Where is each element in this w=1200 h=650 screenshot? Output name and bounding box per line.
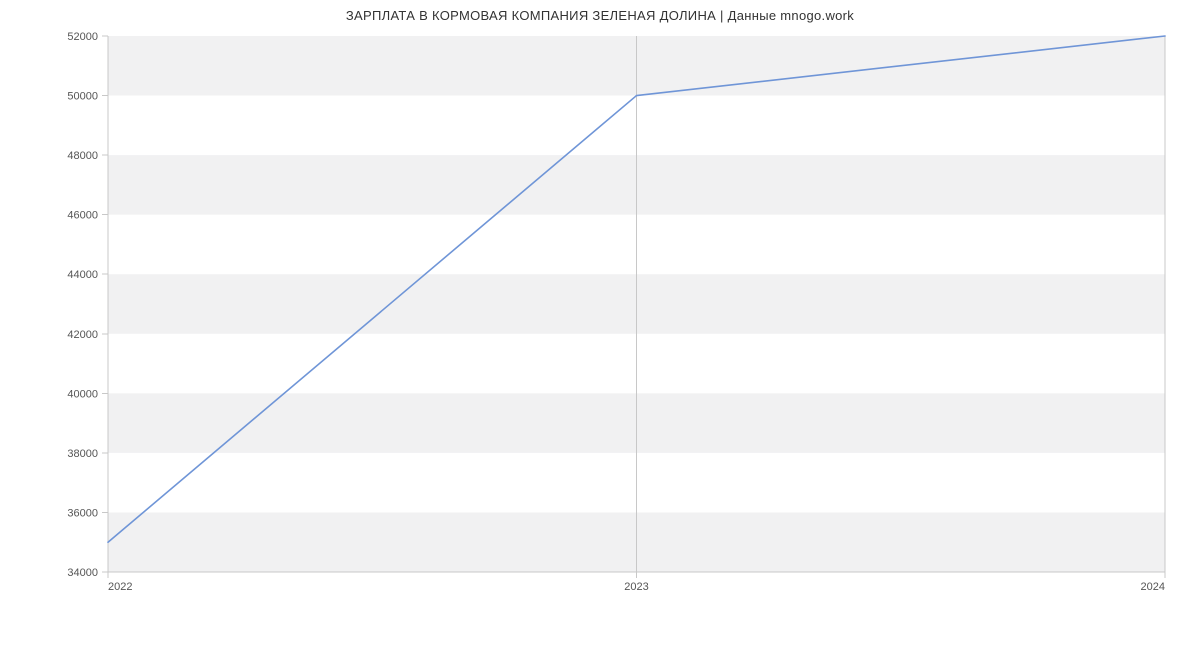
x-tick-label: 2023 [624, 581, 648, 593]
y-tick-label: 42000 [67, 329, 98, 341]
y-tick-label: 38000 [67, 448, 98, 460]
y-tick-label: 40000 [67, 388, 98, 400]
y-tick-label: 52000 [67, 31, 98, 43]
y-tick-label: 36000 [67, 507, 98, 519]
y-tick-label: 44000 [67, 269, 98, 281]
x-tick-label: 2024 [1141, 581, 1165, 593]
y-tick-label: 34000 [67, 567, 98, 579]
chart-svg: 34000 36000 38000 40000 42000 44000 46000 48000… [0, 0, 1200, 650]
salary-line-chart: ЗАРПЛАТА В КОРМОВАЯ КОМПАНИЯ ЗЕЛЕНАЯ ДОЛ… [0, 0, 1200, 650]
x-tick-label: 2022 [108, 581, 132, 593]
chart-title: ЗАРПЛАТА В КОРМОВАЯ КОМПАНИЯ ЗЕЛЕНАЯ ДОЛ… [0, 8, 1200, 23]
y-tick-label: 48000 [67, 150, 98, 162]
y-tick-label: 50000 [67, 91, 98, 103]
y-tick-label: 46000 [67, 210, 98, 222]
